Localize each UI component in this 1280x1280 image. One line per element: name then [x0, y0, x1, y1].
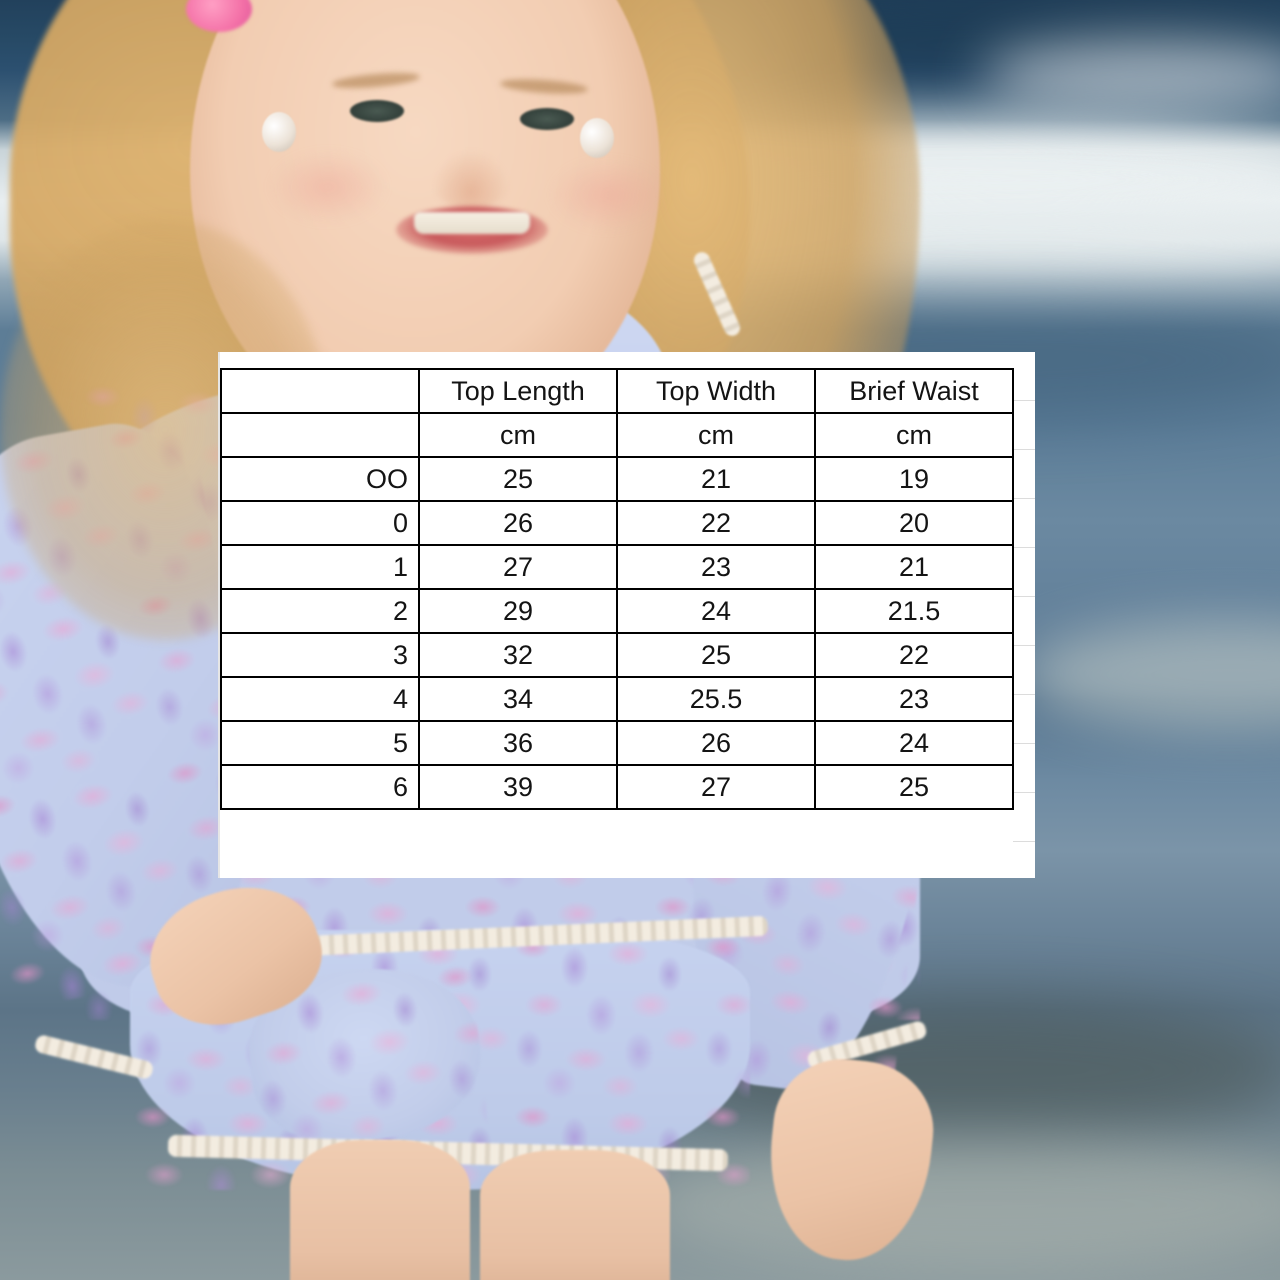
cell-top-width: 22: [616, 500, 816, 546]
cell-size: 0: [220, 500, 420, 546]
table-row: 0 26 22 20: [220, 500, 1014, 546]
cell-brief-waist: 19: [814, 456, 1014, 502]
cell-top-length: 27: [418, 544, 618, 590]
header-top-length: Top Length: [418, 368, 618, 414]
earring: [262, 112, 296, 152]
cell-size: OO: [220, 456, 420, 502]
cell-brief-waist: 22: [814, 632, 1014, 678]
cell-top-length: 29: [418, 588, 618, 634]
right-leg: [480, 1150, 670, 1280]
size-chart-header: Top Length Top Width Brief Waist cm cm c…: [220, 368, 1014, 458]
unit-top-length: cm: [418, 412, 618, 458]
cell-top-width: 24: [616, 588, 816, 634]
cell-top-width: 27: [616, 764, 816, 810]
cell-top-length: 34: [418, 676, 618, 722]
left-leg: [290, 1140, 470, 1280]
cell-brief-waist: 20: [814, 500, 1014, 546]
size-chart-table: Top Length Top Width Brief Waist cm cm c…: [220, 368, 1014, 810]
eye: [520, 108, 574, 130]
unit-size-blank: [220, 412, 420, 458]
cell-brief-waist: 24: [814, 720, 1014, 766]
cell-size: 2: [220, 588, 420, 634]
cell-top-length: 36: [418, 720, 618, 766]
header-brief-waist: Brief Waist: [814, 368, 1014, 414]
cell-size: 6: [220, 764, 420, 810]
size-chart-body: OO 25 21 19 0 26 22 20 1 27 23 21 2 29 2…: [220, 456, 1014, 810]
table-row: OO 25 21 19: [220, 456, 1014, 502]
cell-size: 1: [220, 544, 420, 590]
unit-brief-waist: cm: [814, 412, 1014, 458]
table-row: 2 29 24 21.5: [220, 588, 1014, 634]
cell-brief-waist: 23: [814, 676, 1014, 722]
cell-top-width: 26: [616, 720, 816, 766]
cheek: [268, 150, 388, 224]
cell-top-width: 25: [616, 632, 816, 678]
unit-top-width: cm: [616, 412, 816, 458]
nose: [432, 150, 510, 210]
table-row: 5 36 26 24: [220, 720, 1014, 766]
cell-size: 5: [220, 720, 420, 766]
header-top-width: Top Width: [616, 368, 816, 414]
cell-top-width: 23: [616, 544, 816, 590]
cheek: [548, 158, 668, 232]
cell-brief-waist: 21.5: [814, 588, 1014, 634]
table-row: 4 34 25.5 23: [220, 676, 1014, 722]
cell-top-length: 25: [418, 456, 618, 502]
table-row: 6 39 27 25: [220, 764, 1014, 810]
cell-top-length: 32: [418, 632, 618, 678]
cell-top-length: 26: [418, 500, 618, 546]
cell-top-length: 39: [418, 764, 618, 810]
cell-brief-waist: 25: [814, 764, 1014, 810]
cell-brief-waist: 21: [814, 544, 1014, 590]
header-size-blank: [220, 368, 420, 414]
earring: [580, 118, 614, 158]
teeth: [414, 212, 530, 234]
table-row: 1 27 23 21: [220, 544, 1014, 590]
eye: [350, 100, 404, 122]
surf-foam: [980, 40, 1280, 110]
cell-size: 3: [220, 632, 420, 678]
table-row: 3 32 25 22: [220, 632, 1014, 678]
cell-top-width: 25.5: [616, 676, 816, 722]
cell-size: 4: [220, 676, 420, 722]
header-row-labels: Top Length Top Width Brief Waist: [220, 368, 1014, 414]
cell-top-width: 21: [616, 456, 816, 502]
header-row-units: cm cm cm: [220, 412, 1014, 458]
